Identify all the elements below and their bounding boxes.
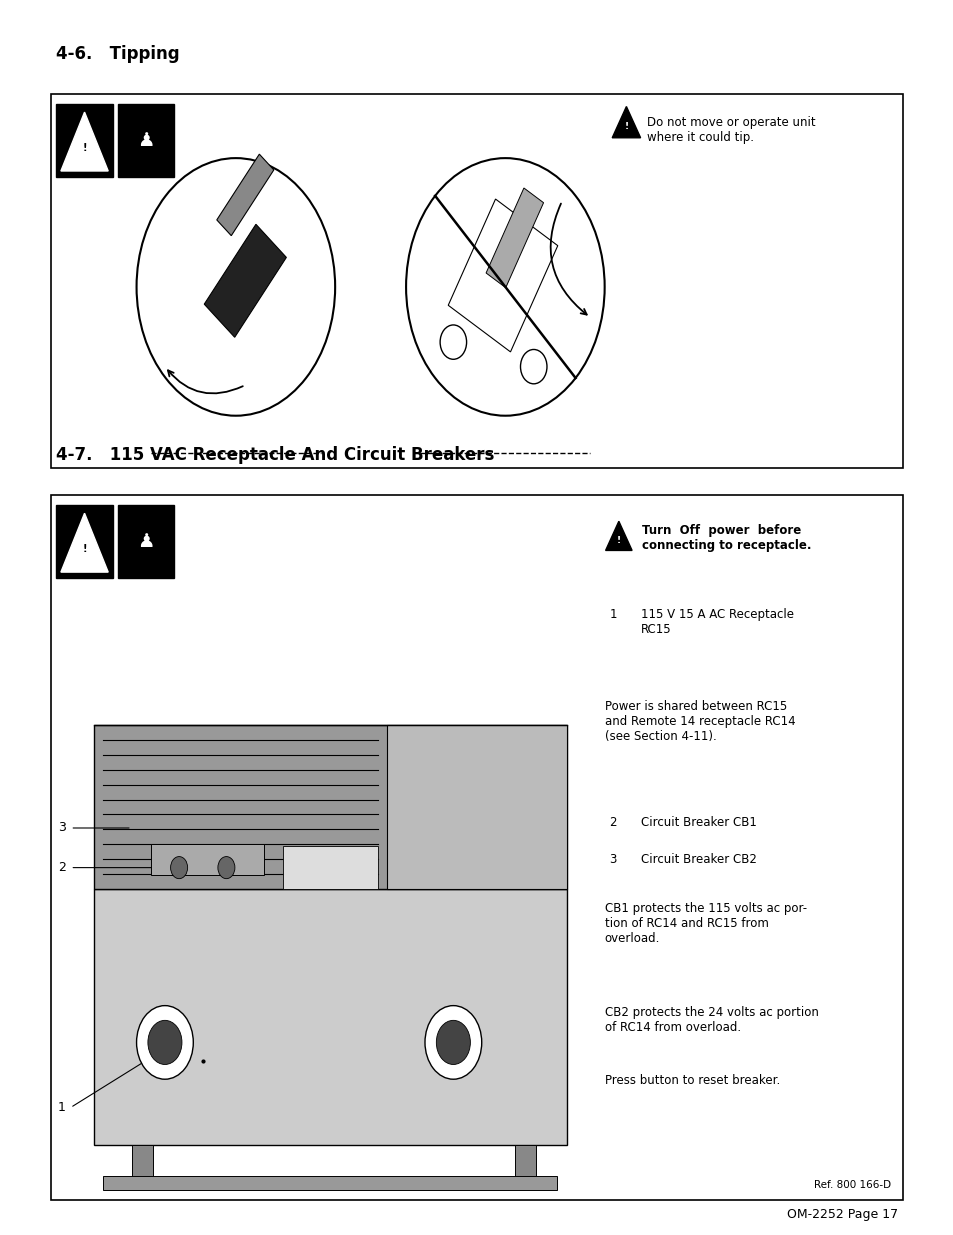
FancyBboxPatch shape bbox=[117, 104, 174, 177]
FancyBboxPatch shape bbox=[151, 844, 264, 874]
Text: Press button to reset breaker.: Press button to reset breaker. bbox=[604, 1073, 780, 1087]
Text: !: ! bbox=[617, 536, 620, 545]
Text: 1: 1 bbox=[58, 1102, 66, 1114]
Circle shape bbox=[217, 857, 234, 878]
FancyBboxPatch shape bbox=[51, 495, 902, 1200]
Text: 2: 2 bbox=[609, 816, 617, 829]
Polygon shape bbox=[448, 199, 558, 352]
Text: 3: 3 bbox=[58, 821, 66, 835]
Text: 1: 1 bbox=[609, 608, 617, 621]
Polygon shape bbox=[204, 225, 286, 337]
Text: 2: 2 bbox=[58, 861, 66, 874]
FancyBboxPatch shape bbox=[132, 1145, 152, 1186]
Text: 4-6.   Tipping: 4-6. Tipping bbox=[56, 44, 179, 63]
FancyBboxPatch shape bbox=[283, 846, 377, 889]
Text: Circuit Breaker CB2: Circuit Breaker CB2 bbox=[639, 853, 756, 866]
FancyBboxPatch shape bbox=[56, 104, 112, 177]
Text: ♟: ♟ bbox=[137, 131, 154, 149]
Polygon shape bbox=[61, 514, 108, 572]
Polygon shape bbox=[605, 521, 632, 551]
Circle shape bbox=[171, 857, 188, 878]
Text: !: ! bbox=[623, 122, 628, 131]
Circle shape bbox=[148, 1020, 182, 1065]
FancyBboxPatch shape bbox=[103, 1176, 557, 1191]
Text: Ref. 800 166-D: Ref. 800 166-D bbox=[813, 1181, 890, 1191]
Text: ♟: ♟ bbox=[137, 532, 154, 551]
Polygon shape bbox=[612, 106, 639, 138]
Text: Power is shared between RC15
and Remote 14 receptacle RC14
(see Section 4-11).: Power is shared between RC15 and Remote … bbox=[604, 700, 795, 742]
Polygon shape bbox=[486, 188, 543, 288]
FancyBboxPatch shape bbox=[94, 889, 566, 1145]
Text: OM-2252 Page 17: OM-2252 Page 17 bbox=[786, 1208, 897, 1221]
Text: Do not move or operate unit
where it could tip.: Do not move or operate unit where it cou… bbox=[646, 116, 815, 143]
Text: 115 V 15 A AC Receptacle
RC15: 115 V 15 A AC Receptacle RC15 bbox=[639, 608, 793, 636]
Text: 3: 3 bbox=[609, 853, 617, 866]
FancyBboxPatch shape bbox=[56, 505, 112, 578]
Text: !: ! bbox=[82, 143, 87, 153]
Polygon shape bbox=[61, 112, 108, 170]
Text: CB1 protects the 115 volts ac por-
tion of RC14 and RC15 from
overload.: CB1 protects the 115 volts ac por- tion … bbox=[604, 902, 806, 945]
FancyBboxPatch shape bbox=[51, 94, 902, 468]
FancyBboxPatch shape bbox=[94, 725, 566, 889]
Circle shape bbox=[424, 1005, 481, 1079]
Polygon shape bbox=[216, 154, 274, 236]
Text: 4-7.   115 VAC Receptacle And Circuit Breakers: 4-7. 115 VAC Receptacle And Circuit Brea… bbox=[56, 446, 494, 464]
Text: Turn  Off  power  before
connecting to receptacle.: Turn Off power before connecting to rece… bbox=[641, 525, 811, 552]
FancyBboxPatch shape bbox=[387, 725, 566, 889]
Circle shape bbox=[436, 1020, 470, 1065]
Text: Circuit Breaker CB1: Circuit Breaker CB1 bbox=[639, 816, 756, 829]
FancyBboxPatch shape bbox=[515, 1145, 535, 1186]
FancyBboxPatch shape bbox=[117, 505, 174, 578]
Text: CB2 protects the 24 volts ac portion
of RC14 from overload.: CB2 protects the 24 volts ac portion of … bbox=[604, 1007, 818, 1035]
Text: !: ! bbox=[82, 543, 87, 553]
Circle shape bbox=[136, 1005, 193, 1079]
